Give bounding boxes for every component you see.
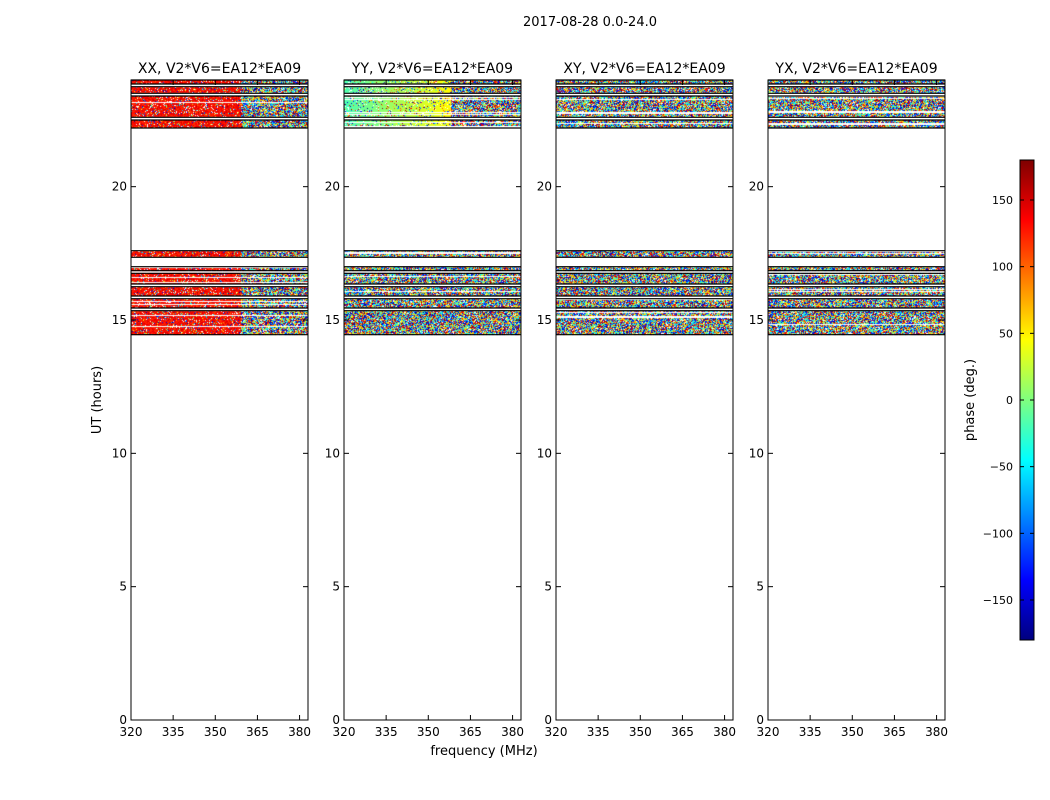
x-tick-label: 320 <box>757 725 780 739</box>
panel-2: YY, V2*V6=EA12*EA09 320 335 350 365 380 0 5 10 15… <box>325 61 524 739</box>
x-tick-label: 365 <box>459 725 482 739</box>
panel-title: XY, V2*V6=EA12*EA09 <box>563 61 725 77</box>
x-tick-label: 365 <box>883 725 906 739</box>
y-tick-label: 20 <box>112 180 127 194</box>
x-tick-label: 350 <box>629 725 652 739</box>
x-tick-label: 350 <box>204 725 227 739</box>
y-tick-label: 0 <box>119 713 127 727</box>
x-axis-label: frequency (MHz) <box>430 744 537 759</box>
x-tick-label: 335 <box>375 725 398 739</box>
y-tick-label: 0 <box>756 713 764 727</box>
x-tick-label: 380 <box>288 725 311 739</box>
panel-raster <box>768 80 945 720</box>
panel-title: XX, V2*V6=EA12*EA09 <box>138 61 301 77</box>
y-tick-label: 0 <box>332 713 340 727</box>
y-tick-label: 10 <box>749 446 764 460</box>
x-tick-label: 335 <box>162 725 185 739</box>
panel-raster <box>344 80 521 720</box>
y-tick-label: 10 <box>325 446 340 460</box>
y-axis-label: UT (hours) <box>90 366 105 434</box>
panel-title: YX, V2*V6=EA12*EA09 <box>774 61 937 77</box>
panel-raster <box>131 80 308 720</box>
colorbar-tick-label: 150 <box>992 194 1013 207</box>
y-tick-label: 20 <box>325 180 340 194</box>
y-tick-label: 5 <box>119 580 127 594</box>
panel-4: YX, V2*V6=EA12*EA09 320 335 350 365 380 0 5 10 15… <box>749 61 948 739</box>
colorbar-tick-label: −150 <box>983 594 1013 607</box>
x-tick-label: 350 <box>841 725 864 739</box>
panel-title: YY, V2*V6=EA12*EA09 <box>351 61 513 77</box>
x-tick-label: 320 <box>545 725 568 739</box>
y-tick-label: 5 <box>544 580 552 594</box>
figure-suptitle: 2017-08-28 0.0-24.0 <box>523 15 657 30</box>
panel-frame <box>343 79 522 721</box>
x-tick-label: 320 <box>120 725 143 739</box>
y-tick-label: 10 <box>112 446 127 460</box>
x-tick-label: 320 <box>333 725 356 739</box>
y-tick-label: 5 <box>332 580 340 594</box>
y-tick-label: 5 <box>756 580 764 594</box>
x-tick-label: 380 <box>925 725 948 739</box>
panel-3: XY, V2*V6=EA12*EA09 320 335 350 365 380 0 5 10 15… <box>537 61 736 739</box>
panel-frame <box>767 79 946 721</box>
colorbar: phase (deg.) 150 100 50 0 −50 −100 −150 <box>963 159 1035 641</box>
colorbar-tick-label: 0 <box>1006 394 1013 407</box>
colorbar-tick-label: −100 <box>983 527 1013 540</box>
y-tick-label: 20 <box>537 180 552 194</box>
x-tick-label: 365 <box>246 725 269 739</box>
x-tick-label: 380 <box>713 725 736 739</box>
colorbar-tick-label: 100 <box>992 261 1013 274</box>
panel-frame <box>555 79 734 721</box>
panel-raster <box>556 80 733 720</box>
x-tick-label: 380 <box>501 725 524 739</box>
x-tick-label: 335 <box>587 725 610 739</box>
panel-1: XX, V2*V6=EA12*EA09 320 335 350 365 380 0 5 10 15… <box>112 61 311 739</box>
x-tick-label: 335 <box>799 725 822 739</box>
panel-frame <box>130 79 309 721</box>
y-tick-label: 15 <box>537 313 552 327</box>
colorbar-label: phase (deg.) <box>963 359 978 441</box>
y-tick-label: 15 <box>749 313 764 327</box>
panels-group: XX, V2*V6=EA12*EA09 320 335 350 365 380 0 5 10 15… <box>112 61 948 739</box>
y-tick-label: 20 <box>749 180 764 194</box>
y-tick-label: 0 <box>544 713 552 727</box>
y-tick-label: 15 <box>325 313 340 327</box>
y-tick-label: 10 <box>537 446 552 460</box>
y-tick-label: 15 <box>112 313 127 327</box>
colorbar-tick-label: 50 <box>999 327 1013 340</box>
colorbar-tick-label: −50 <box>990 461 1013 474</box>
x-tick-label: 350 <box>417 725 440 739</box>
x-tick-label: 365 <box>671 725 694 739</box>
